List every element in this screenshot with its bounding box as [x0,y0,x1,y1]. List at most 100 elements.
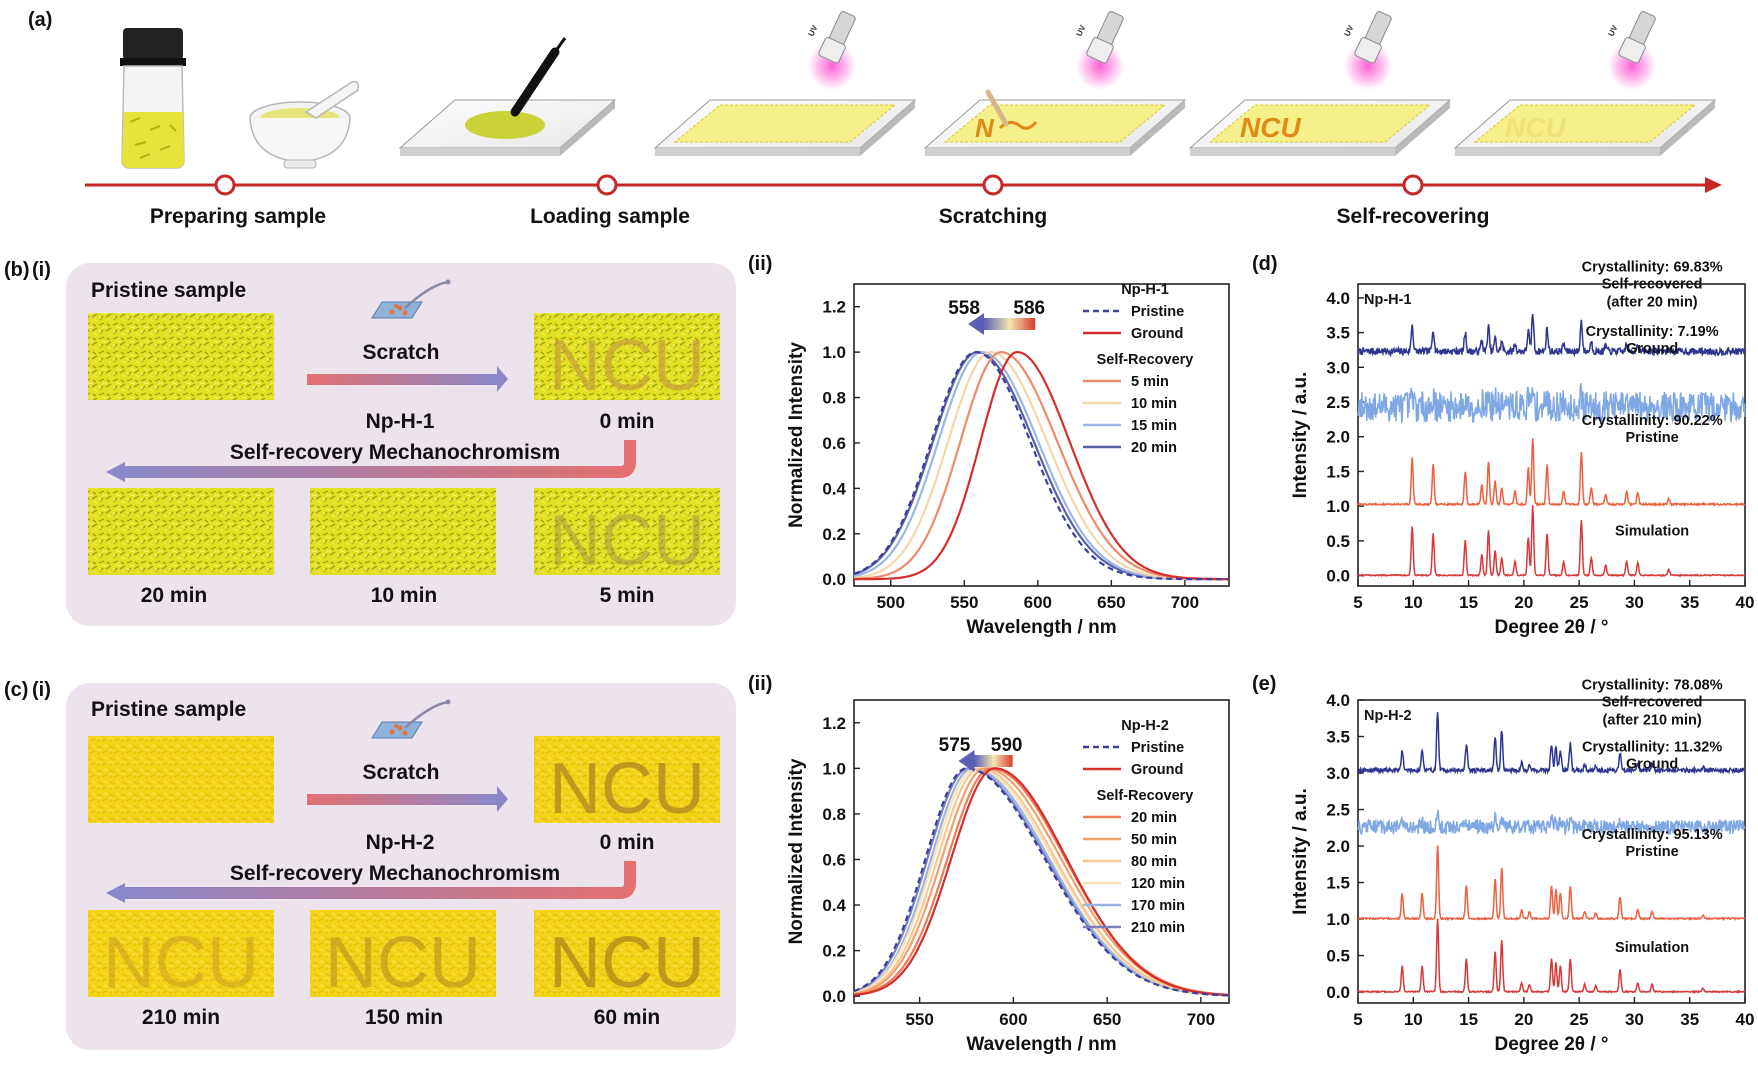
pattern-label: Self-recovered [1602,695,1703,711]
c-photo-210min: NCU [88,910,274,1003]
b-compound: Np-H-1 [366,410,435,433]
y-tick-label: 1.2 [822,714,846,733]
timeline-node-3 [982,174,1004,196]
c-photo-0min: NCU [534,736,720,829]
b-time-20: 20 min [141,584,208,607]
x-tick-label: 550 [905,1010,933,1029]
y-tick-label: 4.0 [1326,289,1350,308]
c-photo-60min: NCU [534,910,720,1003]
c-scratch-arrow [307,794,497,805]
b-process-label: Self-recovery Mechanochromism [230,441,560,464]
svg-text:NCU: NCU [103,923,259,1003]
c-pristine-photo [88,736,274,823]
step-preparing: Preparing sample [150,205,326,228]
pattern-line [1357,918,1746,994]
vial-icon [120,28,186,169]
legend-label: 170 min [1131,898,1185,914]
uv-lamp-icon: UV [1343,11,1392,90]
legend-label: Ground [1131,762,1183,778]
x-tick-label: 30 [1625,593,1644,612]
y-tick-label: 1.2 [822,298,846,317]
b-scratch-icon [371,279,451,319]
x-tick-label: 20 [1514,1010,1533,1029]
c-time-210: 210 min [142,1006,220,1029]
x-axis-label: Degree 2θ / ° [1495,1034,1609,1055]
series-line [853,350,1229,581]
legend-label: 15 min [1131,418,1177,434]
panel-a-label: (a) [28,9,52,31]
crystallinity-label: Crystallinity: 78.08% [1582,678,1723,694]
pattern-label: Simulation [1615,524,1689,540]
timeline-arrowhead [1705,177,1722,193]
c-scratch-label: Scratch [362,761,439,784]
y-tick-label: 0.4 [822,479,846,498]
y-tick-label: 0.8 [822,389,846,408]
x-tick-label: 5 [1353,1010,1362,1029]
pattern-line [1357,438,1746,508]
x-axis-label: Wavelength / nm [966,1034,1116,1055]
c-scratch-icon [371,699,451,739]
legend-label: 120 min [1131,876,1185,892]
compound-label: Np-H-2 [1364,708,1412,724]
x-tick-label: 15 [1459,593,1478,612]
svg-text:UV: UV [807,23,820,37]
pattern-label-2: (after 20 min) [1607,294,1698,310]
plate-scratch-letter: N [975,113,995,143]
y-tick-label: 0.4 [822,896,846,915]
svg-text:NCU: NCU [549,326,705,406]
uv-lamp-icon: UV [807,11,856,90]
panel-b-label: (b) [4,259,30,281]
svg-text:NCU: NCU [549,749,705,829]
series-line [853,350,1229,581]
peak-label-red: 586 [1013,298,1045,319]
legend-label: 10 min [1131,396,1177,412]
y-tick-label: 0.2 [822,942,846,961]
y-tick-label: 1.5 [1326,874,1350,893]
x-tick-label: 35 [1680,593,1699,612]
y-tick-label: 0.6 [822,434,846,453]
peak-label-red: 590 [991,735,1023,756]
crystallinity-label: Crystallinity: 95.13% [1582,827,1723,843]
legend-label: 50 min [1131,832,1177,848]
y-tick-label: 0.0 [1326,567,1350,586]
y-tick-label: 1.0 [822,759,846,778]
c-time-0: 0 min [600,831,655,854]
b-photo-5min: NCU [534,488,720,581]
plot-frame [1357,699,1746,1004]
y-tick-label: 0.8 [822,805,846,824]
x-axis-label: Wavelength / nm [966,617,1116,638]
x-tick-label: 5 [1353,593,1362,612]
b-time-0: 0 min [600,410,655,433]
svg-text:NCU: NCU [549,923,705,1003]
b-scratch-arrow [307,374,497,385]
chart-e: 5 10 15 20 25 30 35 40 0.0 0.5 1.0 1.5 2.0 2.5 3.0 3.5 4… [1290,678,1754,1055]
x-tick-label: 600 [1024,593,1052,612]
panel-e-label: (e) [1252,673,1276,695]
pattern-label-2: (after 210 min) [1603,713,1702,729]
timeline-node-1 [214,174,236,196]
b-recovery-arrow [125,440,636,478]
pattern-line [1357,383,1746,425]
y-tick-label: 2.5 [1326,393,1350,412]
pattern-line [1357,809,1746,836]
shift-arrow [984,318,1036,330]
y-axis-label: Intensity / a.u. [1290,372,1311,499]
y-tick-label: 3.5 [1326,728,1350,747]
b-time-5: 5 min [600,584,655,607]
b-pristine-title: Pristine sample [91,279,246,302]
legend-label: 5 min [1131,374,1169,390]
chart-b-ii: 500 550 600 650 700 0.0 0.2 0.4 0.6 0.8 1.0 1.2 Wave… [786,282,1230,638]
y-axis-label: Normalized Intensity [786,758,807,944]
x-tick-label: 15 [1459,1010,1478,1029]
c-compound: Np-H-2 [366,831,435,854]
y-tick-label: 0.6 [822,850,846,869]
legend-subtitle: Self-Recovery [1097,352,1194,368]
crystallinity-label: Crystallinity: 69.83% [1582,259,1723,275]
c-photo-150min: NCU [310,910,496,1003]
pattern-line [1357,313,1746,358]
b-photo-0min: NCU [534,313,720,406]
series-line [853,767,1230,997]
timeline-nodes [214,174,1424,196]
shift-arrow [974,755,1013,767]
